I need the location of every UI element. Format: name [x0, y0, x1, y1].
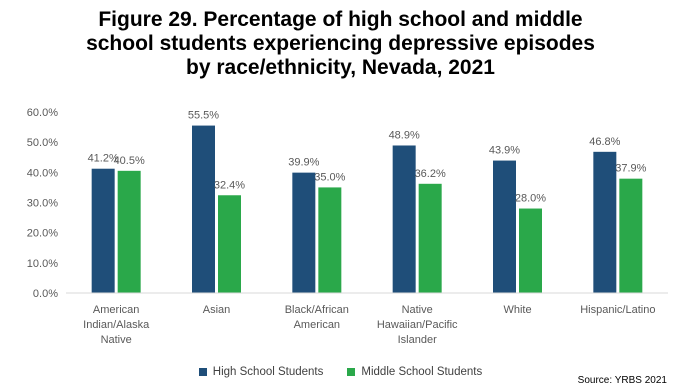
data-label: 43.9% [489, 145, 520, 157]
y-tick-label: 40.0% [27, 167, 58, 179]
legend: High School Students Middle School Stude… [0, 366, 681, 378]
legend-swatch-middle-school [347, 368, 356, 376]
bar-middle-school [619, 178, 643, 293]
data-label: 46.8% [589, 136, 620, 148]
x-category-label: Hawaiian/Pacific [377, 319, 458, 331]
bar-chart: 0.0% 10.0% 20.0% 30.0% 40.0% 50.0% 60.0% 41.2%… [27, 107, 668, 346]
x-category-label: Black/African [285, 304, 349, 316]
y-tick-label: 10.0% [27, 258, 58, 270]
x-category-label: American [93, 304, 139, 316]
x-category-label: Asian [203, 304, 231, 316]
bar-middle-school [418, 183, 442, 293]
legend-label-middle-school: Middle School Students [361, 366, 483, 378]
legend-item-high-school: High School Students [198, 366, 324, 378]
y-tick-label: 20.0% [27, 228, 58, 240]
x-axis: American Indian/Alaska Native Asian Black/Af… [66, 292, 668, 346]
bar-middle-school [117, 170, 141, 293]
chart-title-line-3: by race/ethnicity, Nevada, 2021 [186, 56, 495, 79]
chart-title: Figure 29. Percentage of high school and… [0, 8, 681, 80]
data-label: 32.4% [214, 179, 245, 191]
y-tick-label: 30.0% [27, 198, 58, 210]
x-category-label: Indian/Alaska [83, 319, 150, 331]
y-axis: 0.0% 10.0% 20.0% 30.0% 40.0% 50.0% 60.0% [27, 107, 58, 300]
x-category-label: American [294, 319, 340, 331]
data-label: 28.0% [515, 193, 546, 205]
bar-middle-school [218, 195, 241, 293]
legend-item-middle-school: Middle School Students [347, 366, 482, 378]
data-label: 41.2% [88, 153, 119, 165]
data-label: 37.9% [615, 163, 646, 175]
bar-middle-school [519, 208, 542, 293]
data-label: 36.2% [415, 168, 446, 180]
bar-high-school [91, 168, 115, 293]
data-label: 35.0% [314, 171, 345, 183]
x-category-label: Native [101, 334, 132, 346]
data-label: 40.5% [114, 155, 145, 167]
chart-title-line-1: Figure 29. Percentage of high school and… [98, 8, 583, 31]
y-tick-label: 0.0% [33, 288, 58, 300]
source-note: Source: YRBS 2021 [577, 375, 667, 386]
bar-high-school [493, 160, 516, 293]
bar-high-school [292, 172, 316, 293]
legend-label-high-school: High School Students [212, 366, 324, 378]
legend-swatch-high-school [198, 368, 207, 376]
y-tick-label: 50.0% [27, 137, 58, 149]
x-category-label: Islander [398, 334, 437, 346]
x-category-label: Native [402, 304, 433, 316]
y-tick-label: 60.0% [27, 107, 58, 119]
x-category-label: White [503, 304, 531, 316]
bars: 41.2%40.5% 55.5% 32.4% 39.9% 35.0% 48.9% 36.2%… [88, 110, 647, 293]
x-category-label: Hispanic/Latino [580, 304, 655, 316]
chart-title-line-2: school students experiencing depressive … [86, 32, 595, 55]
bar-middle-school [318, 187, 342, 293]
data-label: 48.9% [389, 129, 420, 141]
bar-high-school [593, 151, 617, 293]
bar-high-school [392, 145, 416, 293]
data-label: 55.5% [188, 110, 219, 122]
data-label: 39.9% [288, 157, 319, 169]
bar-high-school [192, 125, 215, 293]
